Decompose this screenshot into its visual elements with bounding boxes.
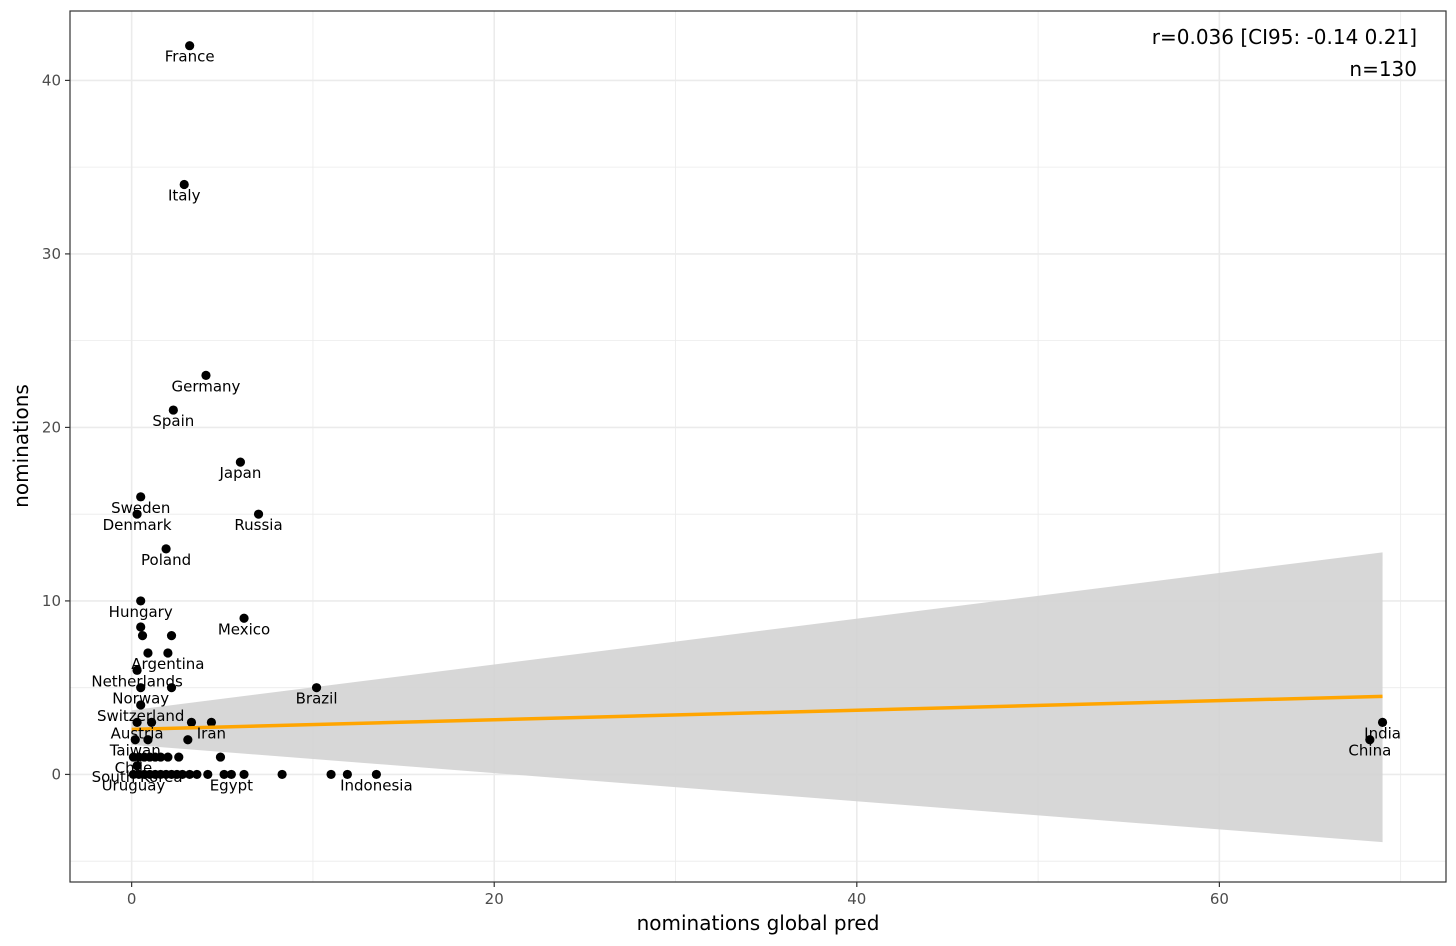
correlation-annotation: r=0.036 [CI95: -0.14 0.21] [1152,25,1417,49]
data-point [371,769,381,780]
data-point [239,613,249,623]
data-point [239,769,249,780]
y-tick-label: 30 [42,245,61,263]
point-label: Norway [112,690,169,708]
data-point [203,769,213,780]
data-point [146,717,157,727]
point-label: Japan [218,464,261,482]
data-point [137,631,148,641]
data-point [161,544,171,554]
data-point [183,735,193,745]
data-point [163,752,173,762]
x-tick-label: 60 [1210,890,1229,908]
point-label: Italy [168,187,201,205]
data-point [1377,717,1388,727]
data-point [177,769,188,780]
point-label: Chile [115,759,153,777]
data-point [185,769,195,780]
data-point [215,752,226,762]
data-point [277,769,287,780]
data-point [136,622,146,632]
point-label: France [165,48,215,66]
point-label: Austria [111,724,164,742]
y-tick-label: 10 [42,592,61,610]
data-point [156,752,166,762]
point-label: Hungary [109,603,173,621]
data-point [132,509,142,519]
point-label: Egypt [210,776,253,794]
data-point [326,769,336,780]
point-label: Mexico [218,620,270,638]
y-axis-title: nominations [9,384,33,508]
data-point [206,717,217,727]
point-label: Indonesia [340,776,413,794]
data-points [128,41,1388,780]
data-point [311,683,322,693]
point-labels: France Italy Germany Spain Japan SwedenDenmar… [91,48,1401,795]
point-label: Switzerland [97,707,185,725]
point-label: Argentina [131,655,204,673]
point-label: Poland [141,551,191,569]
x-tick-label: 40 [847,890,866,908]
point-label: Denmark [103,516,172,534]
point-label: Uruguay [102,776,166,794]
point-label: Sweden [111,499,170,517]
y-tick-label: 20 [42,418,61,436]
data-point [136,700,146,710]
x-tick-label: 0 [127,890,137,908]
confidence-band [131,552,1383,843]
data-point [185,41,195,51]
point-label: Russia [234,516,282,534]
data-point [1365,735,1375,745]
data-point [136,492,146,502]
data-point [201,370,211,380]
y-tick-label: 40 [42,71,61,89]
data-point [168,405,178,415]
x-axis-ticks: 0 20 40 60 [127,882,1229,908]
data-point [179,179,189,190]
point-label: China [1348,742,1391,760]
data-point [136,683,146,693]
minor-gridlines [70,11,1446,882]
data-point [219,769,229,780]
point-label: South Korea [92,768,183,786]
data-point [226,769,236,780]
regression-line [131,694,1383,732]
data-point [235,457,246,467]
data-point [132,717,142,727]
point-label: Brazil [296,690,338,708]
plot-panel-border [69,10,1447,883]
data-point [132,761,142,771]
data-point [143,648,153,658]
data-point [143,735,153,745]
y-tick-label: 0 [51,765,61,783]
point-label: Iran [197,724,226,742]
data-point [166,631,177,641]
data-point [166,683,177,693]
data-point [132,665,142,675]
point-label: Spain [152,412,194,430]
data-point [342,769,352,780]
data-point [163,648,173,658]
major-gridlines [70,11,1446,882]
point-label: Germany [171,377,240,395]
data-point [192,769,202,780]
sample-size-annotation: n=130 [1349,57,1417,81]
x-axis-title: nominations global pred [637,911,880,935]
y-axis-ticks: 0 10 20 30 40 [42,71,70,783]
data-point [136,596,146,606]
data-point [130,735,140,745]
point-label: Netherlands [91,672,183,690]
point-label: India [1364,724,1401,742]
data-point [186,717,197,727]
data-point [253,509,264,519]
data-point [174,752,184,762]
point-label: Taiwan [109,742,161,760]
x-tick-label: 20 [485,890,504,908]
